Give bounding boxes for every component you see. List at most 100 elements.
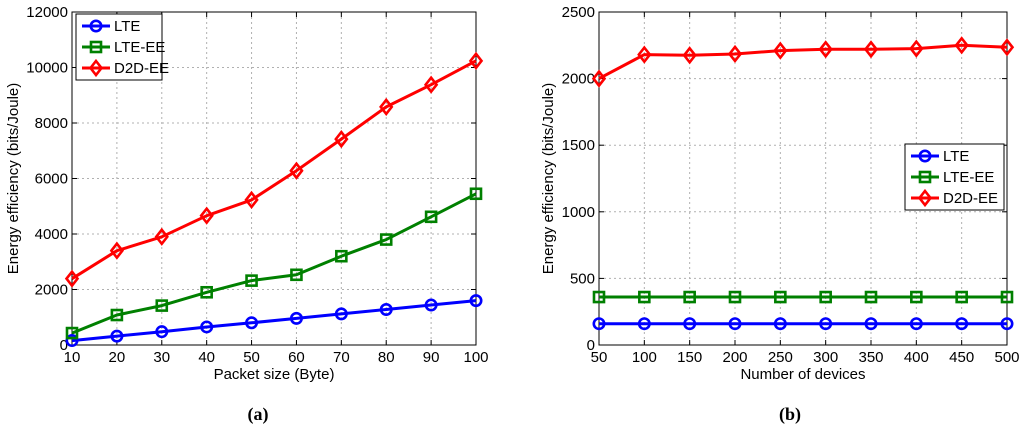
series-line bbox=[71, 299, 477, 343]
legend-label: LTE-EE bbox=[943, 169, 994, 186]
data-point bbox=[335, 249, 348, 263]
series-line bbox=[598, 43, 1008, 80]
series-d2d-ee bbox=[64, 51, 484, 288]
x-tick-label: 30 bbox=[153, 349, 170, 366]
data-point bbox=[683, 290, 696, 304]
legend-entry-lte: LTE bbox=[911, 148, 969, 165]
data-point bbox=[154, 227, 169, 246]
data-point bbox=[423, 75, 439, 94]
data-point bbox=[637, 317, 651, 331]
y-tick-label: 4000 bbox=[35, 226, 68, 243]
legend-label: LTE bbox=[114, 18, 140, 35]
y-axis-label: Energy efficiency (bits/Joule) bbox=[5, 83, 22, 274]
series-lte-ee bbox=[65, 187, 483, 340]
data-point bbox=[379, 233, 393, 246]
x-tick-label: 90 bbox=[423, 349, 440, 366]
data-point bbox=[818, 40, 833, 59]
x-tick-label: 350 bbox=[858, 349, 883, 366]
x-tick-label: 70 bbox=[333, 349, 350, 366]
data-point bbox=[155, 325, 169, 339]
x-tick-label: 20 bbox=[109, 349, 126, 366]
data-point bbox=[1000, 317, 1014, 331]
x-tick-label: 80 bbox=[378, 349, 395, 366]
data-point bbox=[469, 187, 483, 201]
legend-marker bbox=[918, 170, 932, 184]
data-point bbox=[909, 39, 924, 58]
chart-caption: (b) bbox=[779, 404, 801, 425]
data-point bbox=[774, 290, 787, 304]
series-d2d-ee bbox=[591, 36, 1015, 88]
x-axis-label: Packet size (Byte) bbox=[214, 366, 335, 383]
y-tick-label: 2500 bbox=[562, 4, 595, 21]
data-point bbox=[728, 290, 742, 304]
x-tick-label: 450 bbox=[949, 349, 974, 366]
data-point bbox=[290, 268, 303, 282]
y-tick-label: 1500 bbox=[562, 137, 595, 154]
data-point bbox=[592, 317, 606, 331]
y-tick-label: 2000 bbox=[35, 282, 68, 299]
y-tick-label: 0 bbox=[587, 337, 595, 354]
data-point bbox=[289, 161, 304, 180]
data-point bbox=[682, 46, 697, 65]
data-point bbox=[638, 290, 651, 304]
series-line bbox=[71, 192, 477, 335]
data-point bbox=[592, 290, 606, 304]
data-point bbox=[110, 308, 124, 322]
y-tick-label: 8000 bbox=[35, 115, 68, 132]
data-point bbox=[864, 317, 878, 331]
data-point bbox=[637, 45, 652, 64]
series-line bbox=[71, 59, 477, 280]
x-tick-label: 100 bbox=[463, 349, 488, 366]
y-axis-label: Energy efficiency (bits/Joule) bbox=[540, 83, 557, 274]
y-tick-label: 500 bbox=[570, 270, 595, 287]
legend-entry-lte-ee: LTE-EE bbox=[82, 39, 165, 56]
chart-a: 10 20 30 40 50 60 70 80 90 100 0 2000 4000 6000 8000 10… bbox=[5, 4, 489, 425]
series-lte bbox=[592, 317, 1014, 331]
legend-marker bbox=[89, 19, 103, 33]
plot-frame bbox=[71, 11, 477, 346]
data-point bbox=[244, 190, 259, 209]
data-point bbox=[379, 97, 394, 117]
data-point bbox=[289, 311, 303, 325]
data-point bbox=[954, 36, 969, 55]
chart-b: 50 100 150 200 250 300 350 400 450 500 0 500 1000 150… bbox=[540, 4, 1020, 425]
legend: LTE LTE-EE D2D-EE bbox=[75, 13, 169, 81]
y-tick-label: 10000 bbox=[26, 60, 68, 77]
legend-entry-lte: LTE bbox=[82, 18, 140, 35]
data-point bbox=[683, 317, 697, 331]
x-tick-label: 40 bbox=[198, 349, 215, 366]
x-tick-label: 50 bbox=[591, 349, 608, 366]
data-point bbox=[200, 320, 214, 334]
data-point bbox=[728, 317, 742, 331]
data-point bbox=[199, 206, 214, 225]
legend-label: D2D-EE bbox=[114, 60, 169, 77]
data-point bbox=[773, 317, 787, 331]
data-point bbox=[819, 317, 833, 331]
data-point bbox=[379, 302, 393, 316]
legend-entry-lte-ee: LTE-EE bbox=[911, 169, 994, 186]
data-point bbox=[65, 334, 79, 348]
data-point bbox=[909, 317, 923, 331]
data-point bbox=[64, 269, 80, 288]
data-point bbox=[468, 51, 484, 70]
x-tick-label: 500 bbox=[994, 349, 1019, 366]
x-tick-label: 10 bbox=[64, 349, 81, 366]
x-axis-label: Number of devices bbox=[740, 366, 865, 383]
data-point bbox=[727, 44, 743, 64]
series-lte-ee bbox=[592, 290, 1014, 304]
legend-marker bbox=[88, 58, 104, 78]
data-point bbox=[863, 40, 879, 59]
data-point bbox=[424, 210, 438, 224]
chart-caption: (a) bbox=[248, 404, 269, 425]
data-point bbox=[65, 326, 79, 340]
legend-entry-d2d-ee: D2D-EE bbox=[82, 58, 169, 78]
y-tick-label: 1000 bbox=[562, 204, 595, 221]
data-point bbox=[469, 294, 483, 308]
data-point bbox=[864, 290, 878, 304]
data-point bbox=[773, 41, 788, 60]
data-point bbox=[155, 299, 169, 312]
x-tick-label: 300 bbox=[813, 349, 838, 366]
plot-frame bbox=[598, 11, 1008, 346]
x-tick-label: 200 bbox=[722, 349, 747, 366]
